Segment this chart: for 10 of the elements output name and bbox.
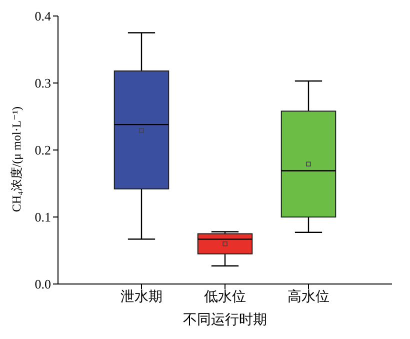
y-axis-title: CH₄浓度/(μ mol·L⁻¹) bbox=[9, 106, 24, 212]
x-tick-label: 低水位 bbox=[204, 288, 246, 305]
y-tick-label: 0.1 bbox=[34, 210, 51, 225]
x-axis-title: 不同运行时期 bbox=[183, 312, 267, 328]
y-tick-label: 0.0 bbox=[34, 276, 51, 292]
y-tick-label: 0.3 bbox=[34, 76, 51, 91]
y-tick-label: 0.2 bbox=[34, 142, 51, 158]
y-tick-label: 0.4 bbox=[34, 8, 52, 24]
x-tick-label: 高水位 bbox=[288, 288, 330, 305]
x-tick-label: 泄水期 bbox=[120, 288, 162, 305]
